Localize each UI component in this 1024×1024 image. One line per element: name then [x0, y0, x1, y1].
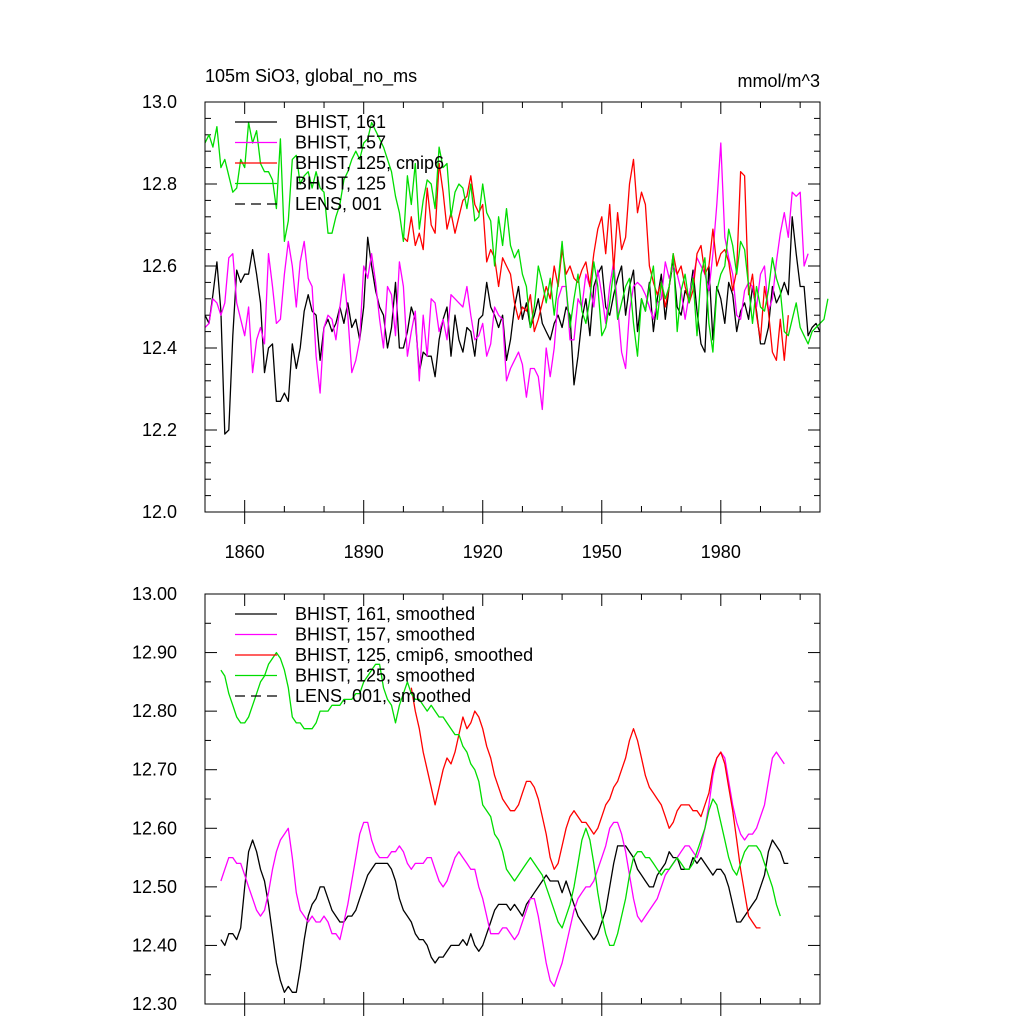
series-line-3: [402, 158, 789, 361]
top-panel: 105m SiO3, global_no_ms mmol/m^3 12.012.…: [142, 66, 829, 562]
bottom-plot-frame: [204, 593, 821, 1005]
top-chart-units: mmol/m^3: [738, 71, 820, 91]
x-tick-label: 1980: [701, 542, 741, 562]
legend-label: BHIST, 157: [295, 133, 386, 153]
y-tick-label: 12.40: [132, 935, 177, 955]
top-series-group: [204, 121, 829, 435]
legend-label: BHIST, 125, cmip6: [295, 153, 444, 173]
y-tick-label: 13.00: [132, 584, 177, 604]
y-tick-label: 12.0: [142, 502, 177, 522]
bottom-series-group: [220, 651, 789, 993]
y-tick-label: 12.8: [142, 174, 177, 194]
series-line-2: [220, 751, 785, 988]
y-tick-label: 12.50: [132, 877, 177, 897]
bottom-panel: 12.30 12.40 12.50 12.60 12.70 12.80 12.90 13.00…: [132, 584, 821, 1016]
x-tick-label: 1890: [344, 542, 384, 562]
legend-label: BHIST, 161: [295, 112, 386, 132]
series-line-1: [220, 839, 789, 993]
series-line-4: [204, 121, 829, 357]
series-line-2: [204, 142, 809, 411]
x-tick-label: 1860: [225, 542, 265, 562]
y-tick-label: 12.6: [142, 256, 177, 276]
series-line-4: [220, 651, 781, 947]
top-axes: 12.0 12.2 12.4 12.6 12.8 13.0 1860 1890 1920 1950…: [142, 92, 820, 562]
y-tick-label: 13.0: [142, 92, 177, 112]
legend-label: LENS, 001: [295, 194, 382, 214]
x-tick-label: 1950: [582, 542, 622, 562]
y-tick-label: 12.80: [132, 701, 177, 721]
y-tick-label: 12.60: [132, 818, 177, 838]
legend-label: BHIST, 161, smoothed: [295, 604, 475, 624]
y-tick-label: 12.4: [142, 338, 177, 358]
legend-label: BHIST, 125, cmip6, smoothed: [295, 645, 533, 665]
y-tick-label: 12.70: [132, 760, 177, 780]
series-line-3: [410, 687, 761, 929]
y-tick-label: 12.2: [142, 420, 177, 440]
top-chart-title: 105m SiO3, global_no_ms: [205, 66, 417, 87]
legend-label: BHIST, 157, smoothed: [295, 625, 475, 645]
y-tick-label: 12.30: [132, 994, 177, 1014]
bottom-axes: 12.30 12.40 12.50 12.60 12.70 12.80 12.90 13.00: [132, 584, 820, 1016]
top-plot-frame: [204, 101, 821, 513]
x-tick-label: 1920: [463, 542, 503, 562]
y-tick-label: 12.90: [132, 643, 177, 663]
legend-label: BHIST, 125: [295, 174, 386, 194]
legend-label: BHIST, 125, smoothed: [295, 666, 475, 686]
legend-label: LENS, 001, smoothed: [295, 686, 471, 706]
